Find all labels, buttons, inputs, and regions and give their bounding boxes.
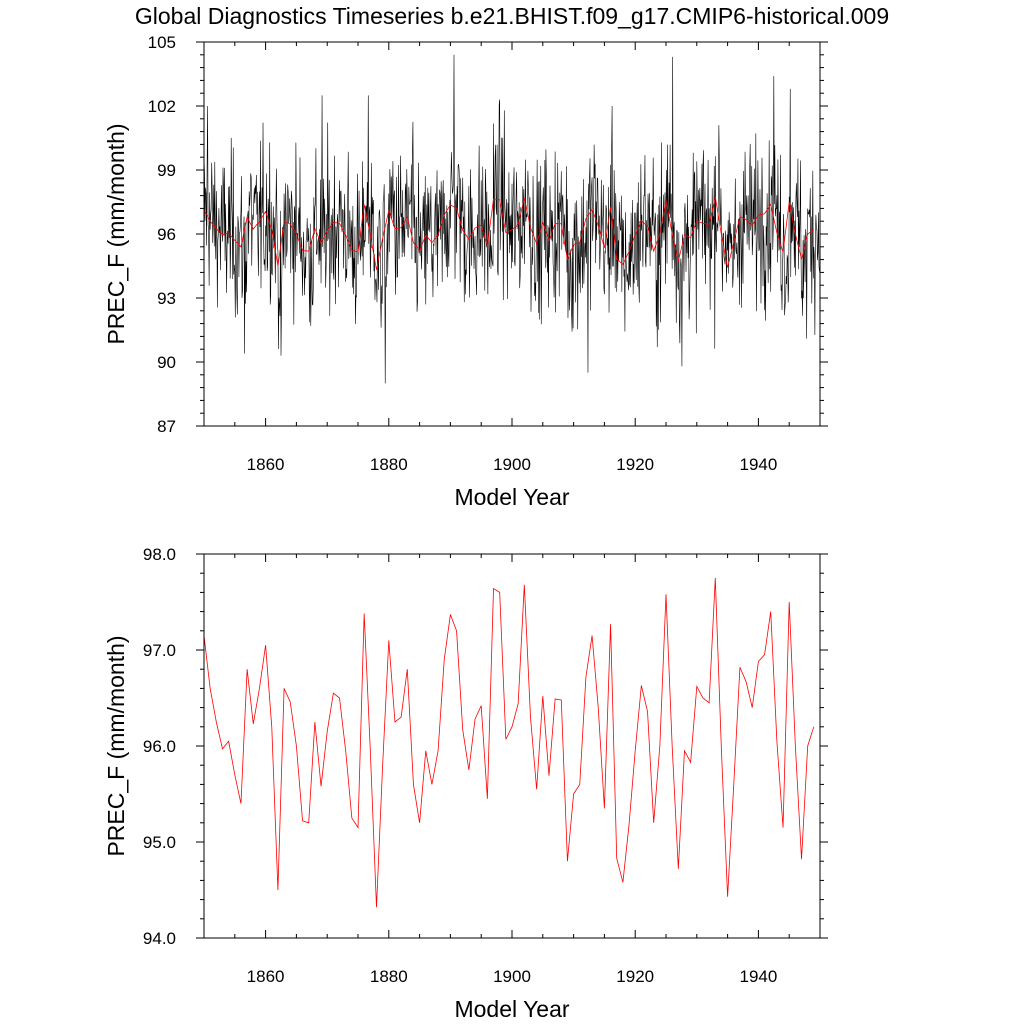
y-tick-label: 95.0 — [143, 833, 176, 852]
x-tick-label: 1860 — [247, 967, 285, 986]
x-tick-label: 1920 — [616, 455, 654, 474]
x-tick-label: 1880 — [370, 967, 408, 986]
y-tick-label: 105 — [148, 33, 176, 52]
y-tick-label: 97.0 — [143, 641, 176, 660]
y-tick-label: 98.0 — [143, 545, 176, 564]
y-tick-label: 102 — [148, 97, 176, 116]
y-tick-label: 93 — [157, 289, 176, 308]
bottom-x-axis-title: Model Year — [454, 996, 569, 1022]
annual-mean-line — [203, 577, 815, 908]
top-x-axis-title: Model Year — [454, 484, 569, 510]
chart-title: Global Diagnostics Timeseries b.e21.BHIS… — [135, 3, 889, 29]
annual-mean-line — [203, 196, 815, 270]
annual-series-line-bottom — [203, 577, 815, 908]
y-tick-label: 99 — [157, 161, 176, 180]
bottom-axes: 1860 1880 1900 1920 1940 94.0 95.0 96.0 97.0 98.0 — [143, 545, 828, 986]
x-tick-label: 1900 — [493, 455, 531, 474]
x-tick-label: 1880 — [370, 455, 408, 474]
y-tick-label: 96.0 — [143, 737, 176, 756]
bottom-y-axis-title: PREC_F (mm/month) — [103, 635, 129, 856]
x-tick-label: 1860 — [247, 455, 285, 474]
annual-series-line-top — [203, 196, 815, 270]
y-tick-label: 94.0 — [143, 929, 176, 948]
y-tick-label: 90 — [157, 353, 176, 372]
x-tick-label: 1940 — [739, 967, 777, 986]
monthly-mean-line — [203, 54, 820, 384]
top-y-axis-title: PREC_F (mm/month) — [103, 123, 129, 344]
y-tick-label: 87 — [157, 417, 176, 436]
x-tick-label: 1940 — [739, 455, 777, 474]
top-plot-panel: 1860 1880 1900 1920 1940 87 90 93 96 99 102 105 PRE… — [103, 33, 828, 510]
x-tick-label: 1900 — [493, 967, 531, 986]
monthly-series-line — [203, 54, 820, 384]
bottom-plot-panel: 1860 1880 1900 1920 1940 94.0 95.0 96.0 97.0 98.0… — [103, 545, 828, 1022]
y-tick-label: 96 — [157, 225, 176, 244]
x-tick-label: 1920 — [616, 967, 654, 986]
top-axes: 1860 1880 1900 1920 1940 87 90 93 96 99 102 105 — [148, 33, 828, 474]
